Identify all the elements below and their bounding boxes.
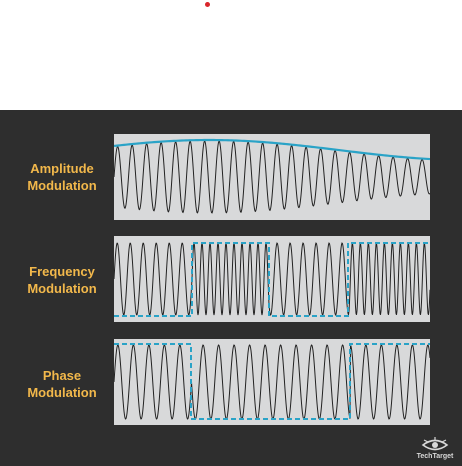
amplitude-label-line2: Modulation [27, 178, 97, 193]
amplitude-label: Amplitude Modulation [12, 160, 112, 194]
fm-modulating-signal [114, 242, 430, 317]
frequency-label-line2: Modulation [27, 281, 97, 296]
pm-carrier-wave [114, 344, 430, 420]
frequency-plot [114, 236, 430, 322]
frequency-label-line1: Frequency [29, 264, 95, 279]
fm-carrier-wave [114, 242, 430, 316]
techtarget-eye-icon [414, 436, 456, 462]
phase-label-line1: Phase [42, 368, 82, 383]
phase-label-line2: Modulation [27, 385, 97, 400]
phase-label: Phase Modulation [12, 367, 112, 401]
am-carrier-wave [114, 140, 430, 214]
pm-modulating-signal [114, 343, 430, 420]
am-modulating-signal [114, 138, 430, 161]
brand-name: TechTarget [416, 453, 454, 460]
phase-plot [114, 339, 430, 425]
red-dot [205, 2, 210, 7]
amplitude-plot [114, 134, 430, 220]
amplitude-label-line1: Amplitude [30, 161, 94, 176]
frequency-label: Frequency Modulation [12, 263, 112, 297]
